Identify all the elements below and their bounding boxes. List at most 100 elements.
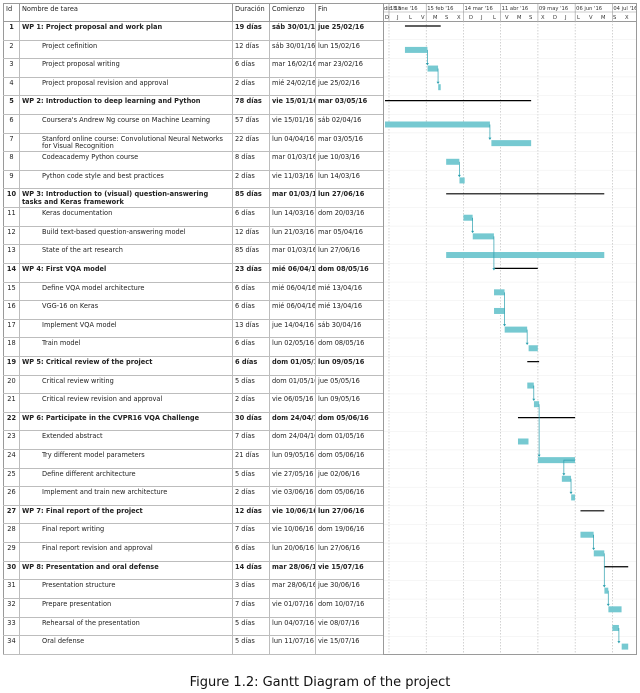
figure-caption: Figure 1.2: Gantt Diagram of the project xyxy=(189,675,451,690)
table-row[interactable]: 9 Python code style and best practices 2 d… xyxy=(3,170,384,190)
table-row[interactable]: 16 VGG-16 on Keras 6 días mié 06/04/16 mié 1… xyxy=(3,300,384,320)
task-end: mar 05/04/16 xyxy=(315,226,384,246)
task-duration: 19 días xyxy=(232,21,270,41)
task-duration: 6 días xyxy=(232,282,270,302)
task-name: Train model xyxy=(19,337,233,357)
table-row[interactable]: 17 Implement VQA model 13 días jue 14/04/16… xyxy=(3,319,384,339)
table-row[interactable]: 22 WP 6: Participate in the CVPR16 VQA Ch… xyxy=(3,412,384,432)
task-name: State of the art research xyxy=(19,244,233,264)
task-end: dom 01/05/16 xyxy=(315,430,384,451)
task-start: mié 06/04/16 xyxy=(269,300,316,320)
table-row[interactable]: 34 Oral defense 5 días lun 11/07/16 vie 15/0… xyxy=(3,635,384,655)
task-rows: 1 WP 1: Project proposal and work plan 19 … xyxy=(3,21,384,655)
task-start: dom 01/05/16 xyxy=(269,356,316,376)
table-row[interactable]: 25 Define different architecture 5 días vie… xyxy=(3,468,384,488)
task-bar xyxy=(427,65,439,72)
timescale-day-label: D xyxy=(553,15,557,21)
task-id: 6 xyxy=(3,114,20,134)
timescale-day-label: L xyxy=(409,15,412,21)
dependency-arrow xyxy=(425,63,429,66)
task-end: dom 08/05/16 xyxy=(315,263,384,283)
task-duration: 7 días xyxy=(232,523,270,544)
table-row[interactable]: 23 Extended abstract 7 días dom 24/04/16 dom… xyxy=(3,430,384,451)
table-row[interactable]: 33 Rehearsal of the presentation 5 días lun… xyxy=(3,617,384,637)
task-id: 3 xyxy=(3,58,20,78)
timescale-tick-label: 06 jun '16 xyxy=(576,6,602,12)
task-bar xyxy=(472,233,494,240)
task-name: WP 2: Introduction to deep learning and … xyxy=(19,95,233,116)
dependency-arrow xyxy=(525,342,529,346)
task-end: lun 27/06/16 xyxy=(315,188,384,209)
dependency-arrow xyxy=(602,585,606,588)
task-id: 32 xyxy=(3,598,20,618)
table-row[interactable]: 21 Critical review revision and approval 2… xyxy=(3,393,384,413)
table-row[interactable]: 29 Final report revision and approval 6 dí… xyxy=(3,542,384,562)
table-row[interactable]: 19 WP 5: Critical review of the project 6 … xyxy=(3,356,384,376)
timescale-tick-label: 09 may '16 xyxy=(539,6,568,12)
task-end: dom 05/06/16 xyxy=(315,486,384,506)
dependency-arrow xyxy=(606,603,610,607)
table-row[interactable]: 3 Project proposal writing 6 días mar 16/02… xyxy=(3,58,384,78)
table-row[interactable]: 4 Project proposal revision and approval 2… xyxy=(3,77,384,97)
task-name: Define different architecture xyxy=(19,468,233,488)
table-row[interactable]: 31 Presentation structure 3 días mar 28/06/… xyxy=(3,579,384,599)
table-row[interactable]: 18 Train model 6 días lun 02/05/16 dom 08/05… xyxy=(3,337,384,357)
timescale-tick-label: 18 ene '16 xyxy=(390,6,418,12)
task-id: 23 xyxy=(3,430,20,451)
table-row[interactable]: 1 WP 1: Project proposal and work plan 19 … xyxy=(3,21,384,41)
task-name: Define VQA model architecture xyxy=(19,282,233,302)
table-row[interactable]: 28 Final report writing 7 días vie 10/06/16… xyxy=(3,523,384,544)
task-end: vie 15/07/16 xyxy=(315,635,384,655)
task-end: vie 08/07/16 xyxy=(315,617,384,637)
table-row[interactable]: 15 Define VQA model architecture 6 días mié… xyxy=(3,282,384,302)
dependency-arrow xyxy=(436,81,440,84)
task-bar xyxy=(385,121,490,128)
task-name: Critical review writing xyxy=(19,375,233,395)
table-row[interactable]: 27 WP 7: Final report of the project 12 dí… xyxy=(3,505,384,525)
timescale-day-label: V xyxy=(505,15,509,21)
table-row[interactable]: 6 Coursera's Andrew Ng course on Machine … xyxy=(3,114,384,134)
header-end: Fin xyxy=(315,3,384,22)
table-row[interactable]: 32 Prepare presentation 7 días vie 01/07/16… xyxy=(3,598,384,618)
table-row[interactable]: 24 Try different model parameters 21 días l… xyxy=(3,449,384,469)
header-start: Comienzo xyxy=(269,3,316,22)
table-row[interactable]: 14 WP 4: First VQA model 23 días mié 06/04/… xyxy=(3,263,384,283)
table-row[interactable]: 20 Critical review writing 5 días dom 01/05… xyxy=(3,375,384,395)
task-name: Rehearsal of the presentation xyxy=(19,617,233,637)
table-row[interactable]: 11 Keras documentation 6 días lun 14/03/16 d… xyxy=(3,207,384,227)
task-bar xyxy=(446,252,605,259)
table-row[interactable]: 26 Implement and train new architecture 2 … xyxy=(3,486,384,506)
task-duration: 2 días xyxy=(232,77,270,97)
task-duration: 6 días xyxy=(232,542,270,562)
task-id: 17 xyxy=(3,319,20,339)
table-row[interactable]: 5 WP 2: Introduction to deep learning and… xyxy=(3,95,384,116)
task-bar xyxy=(593,550,605,557)
timescale-day-label: J xyxy=(396,15,399,21)
task-duration: 7 días xyxy=(232,430,270,451)
task-name: Critical review revision and approval xyxy=(19,393,233,413)
task-end: jue 05/05/16 xyxy=(315,375,384,395)
table-row[interactable]: 10 WP 3: Introduction to (visual) questio… xyxy=(3,188,384,209)
task-end: jue 10/03/16 xyxy=(315,151,384,171)
task-duration: 23 días xyxy=(232,263,270,283)
table-row[interactable]: 2 Project cefinition 12 días sáb 30/01/16 lu… xyxy=(3,40,384,60)
table-row[interactable]: 8 Codeacademy Python course 8 días mar 01/0… xyxy=(3,151,384,171)
task-id: 34 xyxy=(3,635,20,655)
table-row[interactable]: 12 Build text-based question-answering mo… xyxy=(3,226,384,246)
timescale-day-label: D xyxy=(385,15,389,21)
task-id: 24 xyxy=(3,449,20,469)
task-end: mié 13/04/16 xyxy=(315,300,384,320)
dependency-arrow xyxy=(492,268,496,271)
task-duration: 12 días xyxy=(232,40,270,60)
task-start: mié 06/04/16 xyxy=(269,282,316,302)
table-row[interactable]: 30 WP 8: Presentation and oral defense 14 … xyxy=(3,561,384,581)
task-id: 5 xyxy=(3,95,20,116)
task-duration: 13 días xyxy=(232,319,270,339)
task-start: lun 11/07/16 xyxy=(269,635,316,655)
task-bar xyxy=(491,140,532,147)
table-row[interactable]: 13 State of the art research 85 días mar 01… xyxy=(3,244,384,264)
table-row[interactable]: 7 Stanford online course: Convolutional N… xyxy=(3,133,384,153)
task-id: 31 xyxy=(3,579,20,599)
task-end: dom 05/06/16 xyxy=(315,412,384,432)
